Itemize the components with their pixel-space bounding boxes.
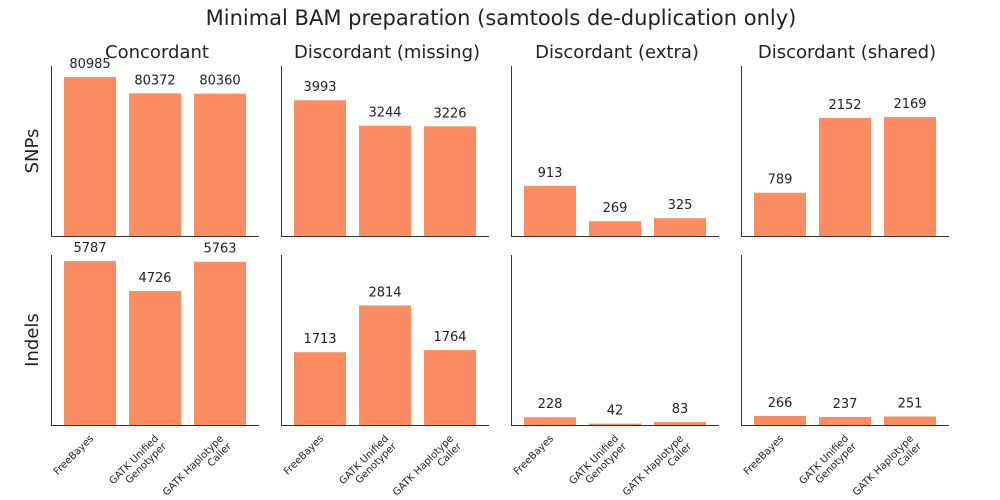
row-label: Indels bbox=[22, 313, 43, 367]
bar-value-label: 269 bbox=[603, 201, 628, 216]
bar bbox=[294, 352, 346, 425]
chart-title: Minimal BAM preparation (samtools de-dup… bbox=[206, 6, 797, 30]
bar-value-label: 2152 bbox=[828, 98, 861, 113]
x-tick-label-line: FreeBayes bbox=[52, 433, 96, 477]
panel: 5787 4726 5763 FreeBayes GATK UnifiedGenotyp… bbox=[51, 241, 259, 500]
bar-value-label: 4726 bbox=[138, 271, 171, 286]
bar-value-label: 3226 bbox=[433, 106, 466, 121]
column-title: Discordant (missing) bbox=[294, 42, 480, 63]
bar bbox=[819, 117, 871, 236]
column-title: Concordant bbox=[105, 42, 209, 63]
bar bbox=[754, 192, 806, 236]
bar bbox=[129, 291, 181, 425]
row-labels: SNPs Indels bbox=[22, 129, 43, 367]
bar bbox=[884, 117, 936, 236]
panel: 913 269 325 bbox=[511, 66, 719, 237]
x-tick-label-line: FreeBayes bbox=[512, 433, 556, 477]
x-tick-label: GATK HaplotypeCaller bbox=[391, 433, 464, 500]
bar bbox=[589, 221, 641, 236]
column-title: Discordant (extra) bbox=[535, 42, 699, 63]
bar-value-label: 80360 bbox=[199, 74, 240, 89]
bar bbox=[524, 417, 576, 425]
panel: 266 237 251 FreeBayes GATK UnifiedGenotyperG… bbox=[741, 255, 949, 500]
x-tick-label: FreeBayes bbox=[742, 433, 786, 477]
bar bbox=[654, 422, 706, 425]
bar-value-label: 42 bbox=[607, 404, 624, 419]
panels: 80985 80372 80360 3993 3244 3226 913 269 325 789 2… bbox=[51, 57, 949, 500]
x-tick-label-line: FreeBayes bbox=[742, 433, 786, 477]
panel: 3993 3244 3226 bbox=[281, 66, 489, 237]
x-tick-label: GATK UnifiedGenotyper bbox=[567, 433, 629, 495]
bar-value-label: 237 bbox=[833, 397, 858, 412]
bar-value-label: 1713 bbox=[303, 332, 336, 347]
bar-value-label: 5763 bbox=[203, 242, 236, 257]
column-titles: Concordant Discordant (missing) Discordant… bbox=[105, 42, 936, 63]
x-tick-label: FreeBayes bbox=[52, 433, 96, 477]
bar bbox=[194, 93, 246, 236]
bar bbox=[524, 185, 576, 236]
bar-value-label: 325 bbox=[668, 198, 693, 213]
bar-value-label: 1764 bbox=[433, 330, 466, 345]
bar-value-label: 266 bbox=[768, 396, 793, 411]
x-tick-label: GATK UnifiedGenotyper bbox=[797, 433, 859, 495]
bar bbox=[64, 261, 116, 425]
bar-value-label: 5787 bbox=[73, 241, 106, 256]
bar-value-label: 2814 bbox=[368, 285, 401, 300]
x-tick-label: GATK HaplotypeCaller bbox=[851, 433, 924, 500]
panel: 228 42 83 FreeBayes GATK UnifiedGenotyperGAT… bbox=[511, 255, 719, 500]
bar bbox=[589, 423, 641, 425]
bar-value-label: 3993 bbox=[303, 80, 336, 95]
bar bbox=[359, 125, 411, 236]
row-label: SNPs bbox=[22, 129, 43, 174]
bar bbox=[424, 126, 476, 236]
bar-value-label: 228 bbox=[538, 397, 563, 412]
bar bbox=[194, 261, 246, 425]
bar bbox=[129, 93, 181, 237]
x-tick-label: GATK UnifiedGenotyper bbox=[107, 433, 169, 495]
x-tick-label-line: FreeBayes bbox=[282, 433, 326, 477]
panel: 789 2152 2169 bbox=[741, 66, 949, 237]
bar bbox=[294, 100, 346, 236]
x-tick-label: FreeBayes bbox=[282, 433, 326, 477]
bar-value-label: 83 bbox=[672, 402, 689, 417]
panel: 80985 80372 80360 bbox=[51, 57, 259, 237]
bar-value-label: 2169 bbox=[893, 97, 926, 112]
bar bbox=[654, 218, 706, 236]
bar bbox=[819, 416, 871, 425]
x-tick-label: GATK HaplotypeCaller bbox=[621, 433, 694, 500]
bar-value-label: 3244 bbox=[368, 106, 401, 121]
x-tick-label: FreeBayes bbox=[512, 433, 556, 477]
column-title: Discordant (shared) bbox=[758, 42, 936, 63]
x-tick-label: GATK HaplotypeCaller bbox=[161, 433, 234, 500]
bar bbox=[359, 305, 411, 425]
panel: 1713 2814 1764 FreeBayes GATK UnifiedGenotyp… bbox=[281, 255, 489, 500]
bar bbox=[754, 415, 806, 425]
bar-value-label: 251 bbox=[898, 396, 923, 411]
bar bbox=[64, 77, 116, 236]
bar bbox=[884, 416, 936, 425]
bar-value-label: 80372 bbox=[134, 73, 175, 88]
bar bbox=[424, 350, 476, 425]
x-tick-label: GATK UnifiedGenotyper bbox=[337, 433, 399, 495]
bar-value-label: 789 bbox=[768, 173, 793, 188]
bar-value-label: 80985 bbox=[69, 57, 110, 72]
bar-value-label: 913 bbox=[538, 166, 563, 181]
